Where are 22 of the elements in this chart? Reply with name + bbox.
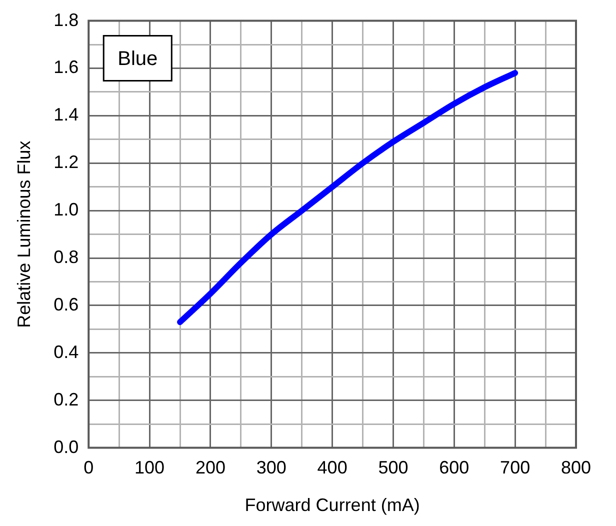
x-tick-label: 700 <box>500 458 530 478</box>
x-axis-title: Forward Current (mA) <box>244 495 420 516</box>
y-tick-label: 0.6 <box>54 294 79 314</box>
annotation: Blue <box>118 48 158 70</box>
x-tick-label: 100 <box>134 458 165 478</box>
y-axis-title: Relative Luminous Flux <box>14 140 34 328</box>
y-tick-label: 0.8 <box>54 246 79 267</box>
x-tick-label: 400 <box>317 458 348 478</box>
y-tick-label: 1.6 <box>54 57 79 78</box>
y-tick-label: 0.4 <box>54 342 79 362</box>
x-tick-label: 600 <box>439 458 470 478</box>
y-tick-label: 1.8 <box>54 10 79 30</box>
y-tick-label: 1.2 <box>54 152 79 172</box>
y-tick-label: 1.4 <box>54 104 79 125</box>
y-tick-label: 0.2 <box>54 389 79 410</box>
x-tick-label: 0 <box>84 458 94 478</box>
x-tick-label: 300 <box>256 458 286 478</box>
x-tick-label: 800 <box>560 458 592 478</box>
x-tick-label: 200 <box>195 458 226 478</box>
x-tick-label: 500 <box>378 458 408 478</box>
y-tick-label: 1.0 <box>54 200 79 220</box>
y-tick-label: 0.0 <box>54 436 79 457</box>
